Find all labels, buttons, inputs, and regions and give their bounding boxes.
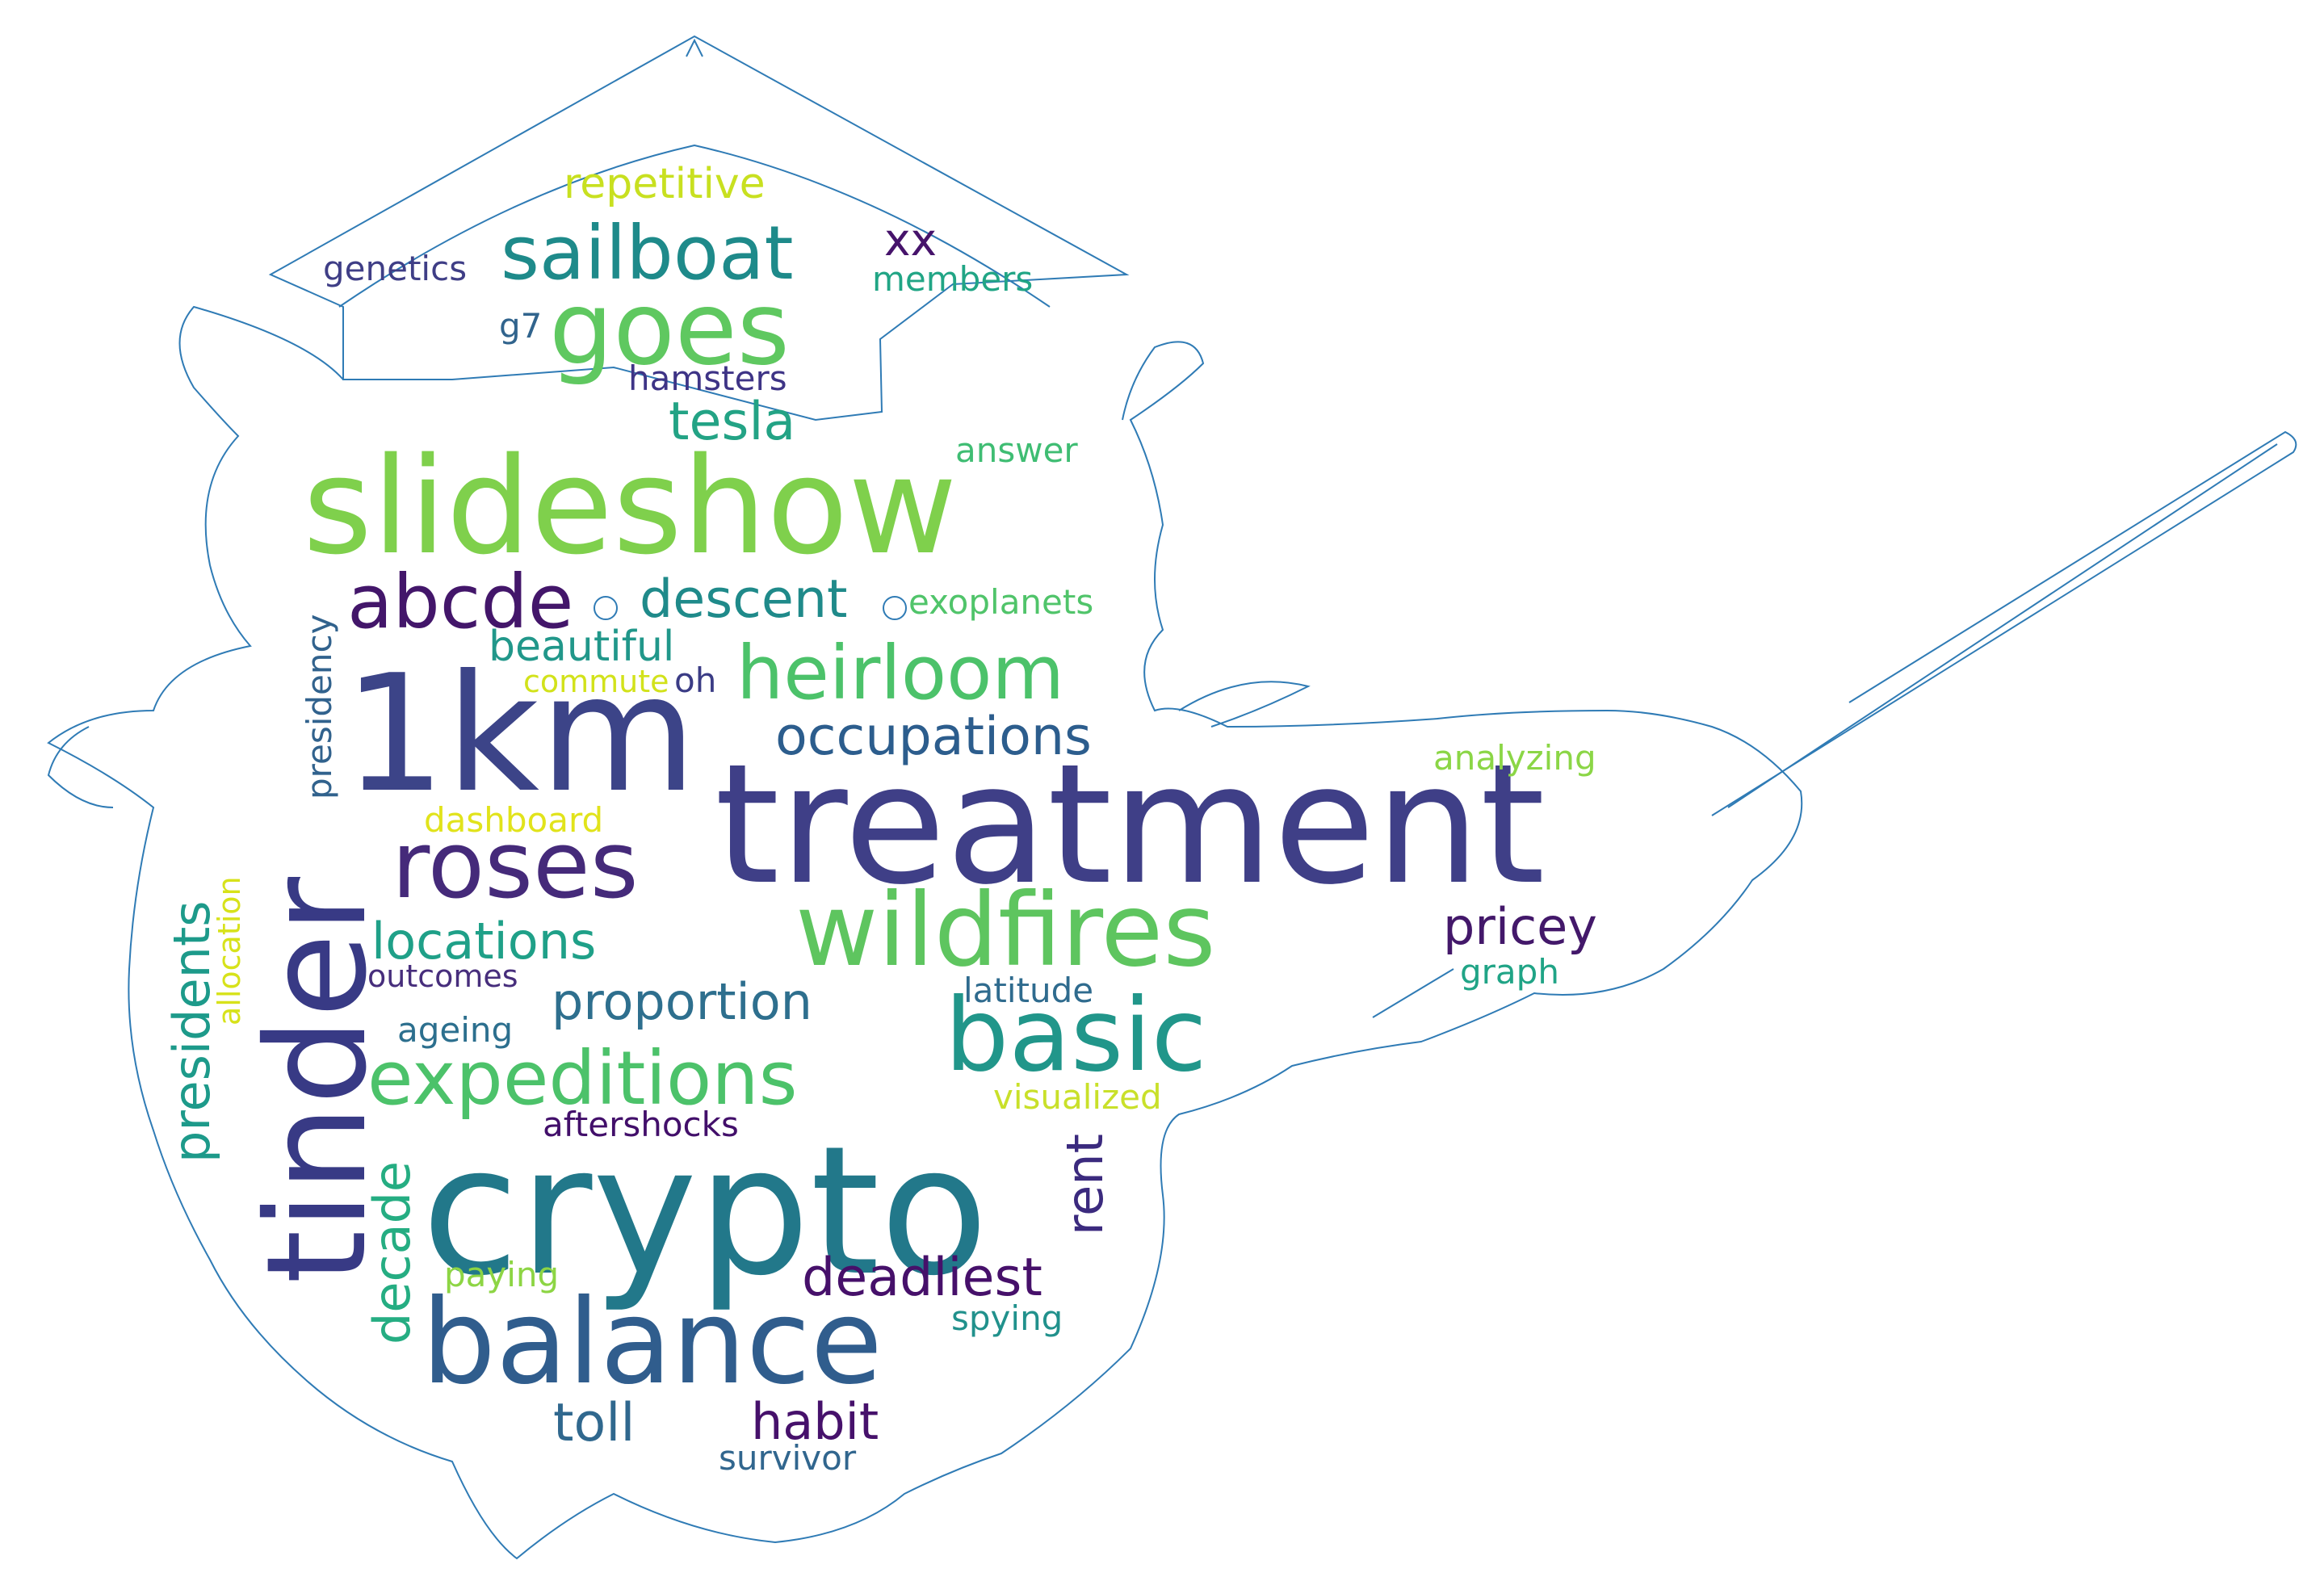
word-rent: rent [1055,1134,1114,1235]
word-ageing: ageing [397,1010,514,1050]
word-presidents: presidents [162,900,221,1163]
word-oh: oh [674,661,717,700]
word-survivor: survivor [719,1438,857,1478]
word-aftershocks: aftershocks [543,1105,739,1144]
word-exoplanets: exoplanets [908,582,1094,622]
word-descent: descent [640,569,848,630]
word-g7: g7 [499,306,543,346]
word-roses: roses [392,812,639,920]
word-presidency: presidency [300,614,339,799]
word-treatment: treatment [715,729,1546,921]
word-dashboard: dashboard [424,800,604,840]
word-outcomes: outcomes [367,958,518,994]
word-habit: habit [751,1392,879,1451]
word-spying: spying [951,1298,1063,1338]
word-graph: graph [1460,952,1559,992]
word-hamsters: hamsters [628,359,787,398]
word-commute: commute [523,664,669,699]
word-analyzing: analyzing [1433,738,1596,778]
word-answer: answer [955,430,1078,470]
word-abcde: abcde [347,559,574,645]
word-locations: locations [371,912,597,971]
word-sailboat: sailboat [501,210,794,296]
word-expeditions: expeditions [367,1035,798,1122]
word-repetitive: repetitive [564,160,766,208]
word-tesla: tesla [669,392,796,452]
word-basic: basic [945,977,1207,1094]
word-occupations: occupations [775,707,1092,767]
word-allocation: allocation [212,876,247,1025]
word-goes: goes [549,271,790,388]
word-balance: balance [422,1274,883,1411]
word-1km: 1km [343,640,697,828]
word-visualized: visualized [993,1077,1162,1117]
word-decade: decade [363,1160,422,1344]
word-paying: paying [444,1255,560,1294]
word-genetics: genetics [323,249,468,288]
word-latitude: latitude [963,971,1094,1010]
word-crypto: crypto [422,1108,989,1315]
word-heirloom: heirloom [736,630,1065,716]
word-deadliest: deadliest [802,1248,1042,1308]
word-xx: xx [884,214,938,266]
word-proportion: proportion [552,972,812,1031]
word-pricey: pricey [1443,897,1597,956]
word-slideshow: slideshow [303,429,958,584]
word-wildfires: wildfires [795,872,1216,989]
word-beautiful: beautiful [489,623,675,671]
word-members: members [872,259,1034,299]
word-toll: toll [553,1393,636,1453]
